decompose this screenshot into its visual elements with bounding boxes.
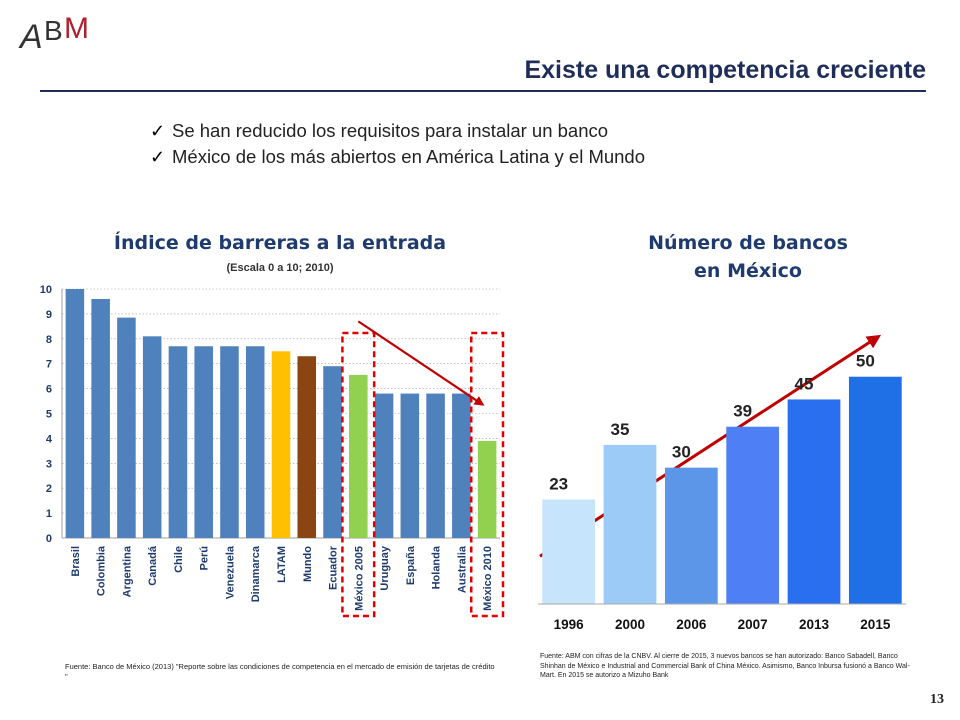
bar-2015: [848, 376, 902, 604]
x-label-mundo: Mundo: [302, 546, 314, 582]
bar-canada: [142, 336, 162, 538]
highlight-box-mexico-2010: [469, 331, 505, 618]
bar-2006: [664, 467, 718, 604]
y-tick-label: 0: [46, 533, 52, 545]
data-label-2000: 35: [611, 420, 630, 439]
x-label-latam: LATAM: [276, 546, 288, 583]
bullet-list: ✓ Se han reducido los requisitos para ins…: [150, 118, 645, 170]
x-label-2015: 2015: [860, 617, 891, 632]
x-label-argentina: Argentina: [121, 545, 133, 597]
checkmark-icon: ✓: [150, 147, 166, 167]
y-tick-label: 10: [40, 284, 52, 296]
bar-brasil: [65, 289, 85, 538]
bar-2013: [787, 399, 841, 604]
bar-espana: [400, 393, 420, 538]
bullet-text: Se han reducido los requisitos para inst…: [172, 120, 609, 141]
growth-trend-arrow: [539, 334, 882, 558]
data-label-2013: 45: [795, 374, 814, 393]
bullet-item: ✓ México de los más abiertos en América L…: [150, 144, 645, 170]
x-label-mexico-2005: México 2005: [353, 546, 365, 611]
checkmark-icon: ✓: [150, 121, 166, 141]
bar-australia: [452, 393, 471, 538]
x-label-uruguay: Uruguay: [379, 545, 391, 591]
x-label-dinamarca: Dinamarca: [250, 545, 262, 602]
svg-text:B: B: [44, 15, 63, 46]
bar-mundo: [297, 356, 317, 538]
x-label-brasil: Brasil: [70, 546, 82, 577]
highlight-box-mexico-2005: [341, 331, 376, 618]
x-label-venezuela: Venezuela: [224, 545, 236, 599]
svg-text:M: M: [64, 12, 89, 45]
bar-dinamarca: [245, 346, 265, 538]
bar-colombia: [91, 298, 110, 538]
y-tick-label: 9: [46, 309, 52, 321]
barriers-bar-chart: 0 1 2 3 4 5 6 7 8 9 10 Brasil Colombia Argentina Cana…: [40, 284, 505, 618]
bar-mexico-2005: [349, 374, 368, 538]
y-tick-label: 4: [46, 433, 53, 445]
page-number: 13: [930, 692, 944, 707]
x-label-peru: Perú: [199, 546, 211, 570]
x-label-espana: España: [405, 545, 417, 585]
bar-peru: [194, 346, 213, 538]
banks-bar-chart: 23 35 30 39 45 50 1996 2000 2006 2007 2013 2015: [538, 334, 906, 632]
x-label-chile: Chile: [173, 546, 185, 573]
y-tick-label: 1: [46, 508, 52, 520]
x-label-2006: 2006: [676, 617, 707, 632]
x-label-ecuador: Ecuador: [328, 545, 340, 590]
bar-uruguay: [374, 393, 394, 538]
x-label-2007: 2007: [738, 617, 768, 632]
slide-title: Existe una competencia creciente: [524, 56, 926, 84]
title-divider: [40, 90, 926, 92]
decline-arrow: [357, 320, 485, 406]
bar-chile: [168, 346, 188, 538]
x-label-colombia: Colombia: [96, 545, 108, 596]
x-label-canada: Canadá: [147, 545, 159, 586]
x-label-2000: 2000: [615, 617, 645, 632]
data-label-1996: 23: [549, 474, 568, 493]
y-tick-label: 3: [46, 458, 52, 470]
bar-2000: [603, 444, 657, 604]
bar-mexico-2010: [477, 440, 497, 538]
x-label-mexico-2010: México 2010: [482, 546, 494, 611]
barriers-source-note: Fuente: Banco de México (2013) "Reporte …: [65, 662, 495, 681]
y-tick-label: 6: [46, 384, 52, 396]
bar-ecuador: [323, 366, 342, 538]
banks-source-note: Fuente: ABM con cifras de la CNBV. Al ci…: [540, 653, 910, 679]
x-label-1996: 1996: [554, 617, 585, 632]
x-label-australia: Australia: [456, 545, 468, 593]
x-label-2013: 2013: [799, 617, 830, 632]
bar-latam: [271, 351, 291, 538]
data-label-2015: 50: [856, 352, 875, 371]
data-label-2007: 39: [733, 402, 752, 421]
svg-text:A: A: [18, 18, 43, 56]
bar-2007: [726, 426, 780, 604]
y-tick-label: 7: [46, 359, 52, 371]
abm-logo: A B M: [18, 12, 89, 56]
bullet-text: México de los más abiertos en América La…: [172, 146, 646, 167]
bar-argentina: [117, 317, 136, 538]
bar-venezuela: [220, 346, 239, 538]
barriers-chart-title: Índice de barreras a la entrada: [113, 232, 447, 254]
y-tick-label: 5: [46, 409, 52, 421]
banks-chart-title-line1: Número de bancos: [648, 232, 848, 254]
barriers-chart-subtitle: (Escala 0 a 10; 2010): [226, 262, 334, 274]
data-label-2006: 30: [672, 443, 691, 462]
y-tick-label: 2: [46, 483, 52, 495]
x-label-holanda: Holanda: [431, 545, 443, 589]
y-tick-label: 8: [46, 334, 52, 346]
bar-holanda: [426, 393, 445, 538]
bullet-item: ✓ Se han reducido los requisitos para ins…: [150, 118, 645, 144]
banks-chart-title-line2: en México: [694, 260, 802, 282]
bar-1996: [542, 499, 596, 604]
